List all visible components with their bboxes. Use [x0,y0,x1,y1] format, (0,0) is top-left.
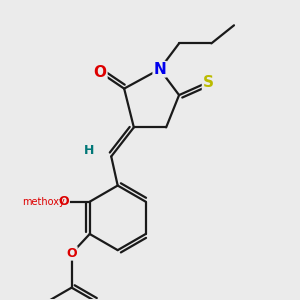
Text: H: H [83,143,94,157]
Text: methoxy: methoxy [22,197,64,207]
Text: O: O [66,247,77,260]
Text: N: N [153,62,166,77]
Text: O: O [94,65,107,80]
Text: S: S [203,75,214,90]
Text: O: O [58,195,69,208]
